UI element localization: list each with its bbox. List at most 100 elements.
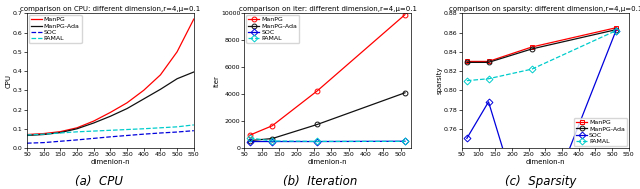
Y-axis label: sparsity: sparsity <box>436 67 442 94</box>
PAMAL <box>157 127 164 129</box>
X-axis label: dimenion-n: dimenion-n <box>525 159 565 165</box>
ManPG-Ada <box>40 133 47 136</box>
ManPG <box>190 18 198 20</box>
SOC <box>246 140 253 143</box>
Text: (b)  Iteration: (b) Iteration <box>283 175 357 188</box>
Line: ManPG-Ada: ManPG-Ada <box>27 72 194 136</box>
ManPG-Ada <box>106 115 114 117</box>
PAMAL <box>40 133 47 135</box>
SOC <box>268 140 276 143</box>
X-axis label: dimenion-n: dimenion-n <box>308 159 348 165</box>
X-axis label: dimenion-n: dimenion-n <box>91 159 130 165</box>
PAMAL <box>106 129 114 131</box>
ManPG-Ada <box>140 98 148 100</box>
ManPG-Ada <box>401 92 409 94</box>
SOC <box>314 140 321 143</box>
PAMAL <box>124 128 131 131</box>
SOC <box>157 132 164 134</box>
SOC <box>40 142 47 144</box>
ManPG <box>246 134 253 136</box>
Legend: ManPG, ManPG-Ada, SOC, PAMAL: ManPG, ManPG-Ada, SOC, PAMAL <box>246 15 299 43</box>
ManPG <box>612 27 620 29</box>
ManPG <box>173 51 181 53</box>
Y-axis label: iter: iter <box>214 75 220 87</box>
ManPG-Ada <box>314 123 321 125</box>
SOC <box>124 134 131 137</box>
PAMAL <box>268 140 276 142</box>
ManPG <box>40 132 47 135</box>
PAMAL <box>90 130 97 132</box>
ManPG <box>140 89 148 91</box>
Legend: ManPG, ManPG-Ada, SOC, PAMAL: ManPG, ManPG-Ada, SOC, PAMAL <box>29 15 82 43</box>
ManPG <box>157 74 164 76</box>
ManPG <box>463 60 470 63</box>
PAMAL <box>56 132 64 134</box>
SOC <box>23 142 31 144</box>
PAMAL <box>463 80 470 82</box>
Title: comparison on CPU: different dimension,r=4,μ=0.1: comparison on CPU: different dimension,r… <box>20 5 200 12</box>
ManPG <box>56 130 64 133</box>
SOC <box>484 101 492 103</box>
ManPG-Ada <box>90 122 97 124</box>
ManPG <box>106 111 114 114</box>
Title: comparison on sparsity: different dimension,r=4,μ=0.1: comparison on sparsity: different dimens… <box>449 5 640 12</box>
Legend: ManPG, ManPG-Ada, SOC, PAMAL: ManPG, ManPG-Ada, SOC, PAMAL <box>574 118 627 146</box>
PAMAL <box>246 137 253 139</box>
PAMAL <box>73 131 81 133</box>
Line: ManPG-Ada: ManPG-Ada <box>247 90 408 143</box>
Text: (a)  CPU: (a) CPU <box>76 175 123 188</box>
Line: ManPG-Ada: ManPG-Ada <box>465 27 618 65</box>
Line: PAMAL: PAMAL <box>465 28 618 83</box>
SOC <box>73 139 81 141</box>
SOC <box>56 140 64 142</box>
ManPG <box>268 125 276 127</box>
Line: ManPG: ManPG <box>247 12 408 138</box>
Line: SOC: SOC <box>247 139 408 144</box>
ManPG <box>401 14 409 16</box>
ManPG-Ada <box>484 61 492 64</box>
PAMAL <box>612 29 620 32</box>
PAMAL <box>140 128 148 130</box>
SOC <box>463 137 470 139</box>
ManPG-Ada <box>246 139 253 142</box>
ManPG-Ada <box>190 71 198 73</box>
ManPG-Ada <box>157 88 164 91</box>
ManPG <box>90 120 97 122</box>
ManPG <box>314 90 321 92</box>
ManPG-Ada <box>23 134 31 137</box>
ManPG-Ada <box>268 137 276 140</box>
ManPG <box>528 46 536 48</box>
SOC <box>190 129 198 132</box>
PAMAL <box>401 140 409 143</box>
SOC <box>173 131 181 133</box>
ManPG-Ada <box>73 128 81 130</box>
SOC <box>106 136 114 138</box>
Line: ManPG: ManPG <box>465 25 618 64</box>
SOC <box>612 29 620 32</box>
ManPG-Ada <box>463 61 470 64</box>
ManPG-Ada <box>173 78 181 80</box>
ManPG-Ada <box>612 29 620 31</box>
ManPG <box>73 127 81 129</box>
Title: comparison on iter: different dimension,r=4,μ=0.1: comparison on iter: different dimension,… <box>239 5 417 12</box>
PAMAL <box>528 68 536 70</box>
Text: (c)  Sparsity: (c) Sparsity <box>505 175 577 188</box>
SOC <box>90 137 97 139</box>
Line: SOC: SOC <box>465 28 618 189</box>
ManPG <box>484 60 492 63</box>
ManPG-Ada <box>56 132 64 134</box>
SOC <box>140 133 148 135</box>
Line: SOC: SOC <box>27 131 194 143</box>
ManPG <box>124 102 131 104</box>
PAMAL <box>190 124 198 126</box>
Line: ManPG: ManPG <box>27 19 194 135</box>
Line: PAMAL: PAMAL <box>27 125 194 135</box>
SOC <box>401 140 409 142</box>
PAMAL <box>23 134 31 136</box>
Line: PAMAL: PAMAL <box>247 136 408 144</box>
ManPG-Ada <box>528 48 536 50</box>
PAMAL <box>173 126 181 128</box>
PAMAL <box>484 78 492 80</box>
ManPG-Ada <box>124 107 131 110</box>
ManPG <box>23 133 31 136</box>
